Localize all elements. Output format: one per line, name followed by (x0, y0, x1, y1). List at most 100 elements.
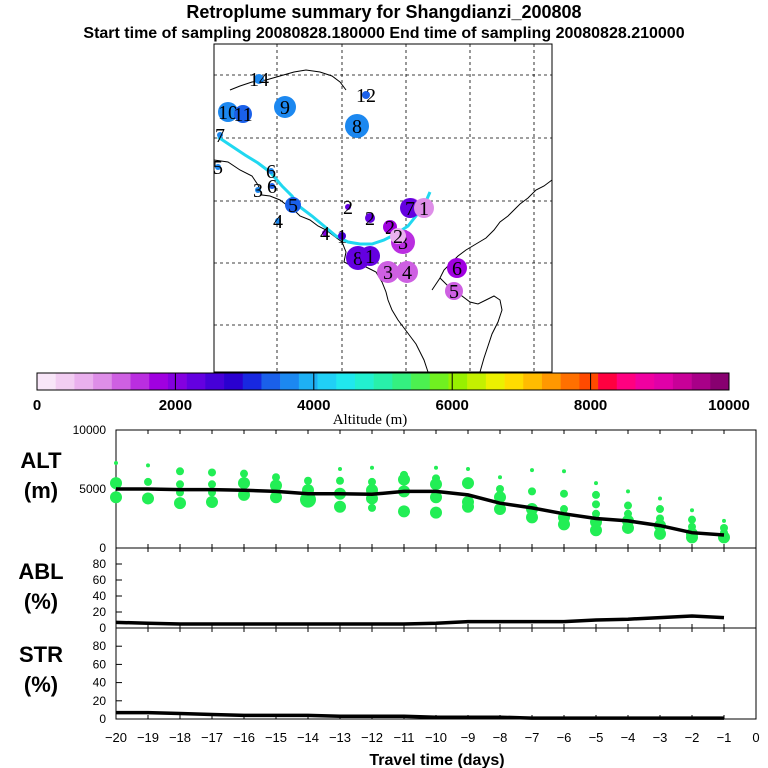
map-cluster-marker (360, 246, 380, 266)
map-cluster-label: 11 (233, 104, 252, 126)
colorbar-cell (392, 373, 412, 390)
map-cluster-label: 4 (402, 262, 412, 284)
alt-cluster-point (688, 515, 696, 524)
map-cluster-1: 1 (414, 198, 434, 220)
map-cluster-10: 10 (218, 102, 238, 124)
map-panel: 141210119876534654221232571813465 (213, 43, 553, 373)
xtick-label: −10 (425, 730, 447, 745)
map-cluster-marker (400, 198, 420, 218)
colorbar-cell (280, 373, 300, 390)
map-cluster-7: 7 (215, 125, 225, 147)
alt-cluster-point (208, 468, 216, 477)
map-cluster-label: 6 (267, 176, 277, 198)
xtick-label: −4 (621, 730, 636, 745)
panel-ylabel: ALT (20, 448, 62, 473)
map-cluster-1: 1 (337, 226, 347, 248)
xtick-label: −12 (361, 730, 383, 745)
xtick-label: −9 (461, 730, 476, 745)
xtick-label: −11 (393, 730, 414, 745)
xtick-label: −15 (265, 730, 287, 745)
map-cluster-marker (362, 91, 370, 99)
xtick-label: −19 (137, 730, 159, 745)
map-cluster-label: 4 (320, 223, 330, 245)
map-cluster-marker (268, 168, 274, 174)
panel-ylabel: ABL (18, 559, 63, 584)
alt-cluster-point (430, 491, 442, 504)
alt-cluster-point (270, 479, 282, 492)
colorbar-tick-label: 2000 (159, 397, 192, 414)
alt-cluster-point (656, 505, 664, 514)
colorbar-cell (93, 373, 113, 390)
alt-cluster-point (144, 477, 152, 486)
alt-cluster-point (176, 467, 184, 476)
colorbar-cell (598, 373, 618, 390)
map-cluster-1: 1 (360, 246, 380, 268)
ytick-label: 5000 (79, 482, 106, 496)
alt-cluster-point (592, 509, 600, 518)
colorbar-cell (691, 373, 711, 390)
map-cluster-label: 3 (253, 180, 263, 202)
map-cluster-marker (269, 183, 275, 189)
alt-cluster-point (110, 491, 122, 504)
colorbar-cell (467, 373, 487, 390)
alt-cluster-point (622, 521, 634, 534)
map-cluster-marker (390, 228, 406, 244)
colorbar-cell (429, 373, 449, 390)
map-cluster-label: 2 (385, 217, 395, 239)
ytick-label: 20 (93, 605, 107, 619)
alt-cluster-point (462, 500, 474, 513)
map-cluster-5: 5 (445, 281, 463, 303)
colorbar-cell (130, 373, 150, 390)
ytick-label: 60 (93, 573, 107, 587)
alt-cluster-point (494, 491, 506, 504)
colorbar-cell (672, 373, 692, 390)
alt-cluster-point (462, 477, 474, 490)
map-cluster-label: 5 (288, 195, 298, 217)
colorbar-tick-label: 10000 (708, 397, 750, 414)
alt-cluster-point (626, 489, 630, 494)
alt-cluster-point (146, 463, 150, 468)
map-cluster-2: 2 (390, 226, 406, 248)
map-cluster-5: 5 (285, 195, 301, 217)
map-cluster-4: 4 (320, 223, 330, 245)
ytick-label: 40 (93, 676, 107, 690)
colorbar-cell (560, 373, 580, 390)
alt-cluster-point (494, 503, 506, 516)
map-cluster-marker (217, 132, 223, 138)
colorbar-cell (354, 373, 374, 390)
map-cluster-marker (274, 96, 296, 118)
panel-alt: ALT (m) 0 5000 10000 (20, 423, 757, 555)
colorbar-cell (111, 373, 131, 390)
colorbar-cell (448, 373, 468, 390)
alt-cluster-point (430, 478, 442, 491)
colorbar-cell (616, 373, 636, 390)
xtick-label: −8 (493, 730, 508, 745)
colorbar-cell (37, 373, 56, 390)
map-cluster-label: 9 (280, 97, 290, 119)
xtick-label: −17 (201, 730, 223, 745)
alt-cluster-point (336, 476, 344, 485)
alt-cluster-point (430, 506, 442, 519)
alt-cluster-point (368, 503, 376, 512)
retroplume-trajectory (217, 135, 432, 246)
colorbar-cell (523, 373, 543, 390)
xtick-label: −3 (653, 730, 668, 745)
map-cluster-3: 3 (377, 261, 399, 284)
alt-cluster-point (110, 477, 122, 490)
alt-cluster-point (560, 489, 568, 498)
colorbar-tick-label: 8000 (574, 397, 607, 414)
colorbar-cell (336, 373, 356, 390)
map-cluster-2: 2 (365, 208, 375, 230)
alt-cluster-point (592, 490, 600, 499)
map-cluster-marker (338, 232, 346, 240)
alt-cluster-point (206, 495, 218, 508)
map-cluster-label: 2 (365, 208, 375, 230)
alt-cluster-point (338, 466, 342, 471)
colorbar-cell (167, 373, 187, 390)
colorbar-cell (261, 373, 281, 390)
map-cluster-marker (377, 261, 399, 283)
colorbar-tick-label: 4000 (297, 397, 330, 414)
alt-cluster-point (272, 473, 280, 482)
alt-cluster-point (434, 465, 438, 470)
